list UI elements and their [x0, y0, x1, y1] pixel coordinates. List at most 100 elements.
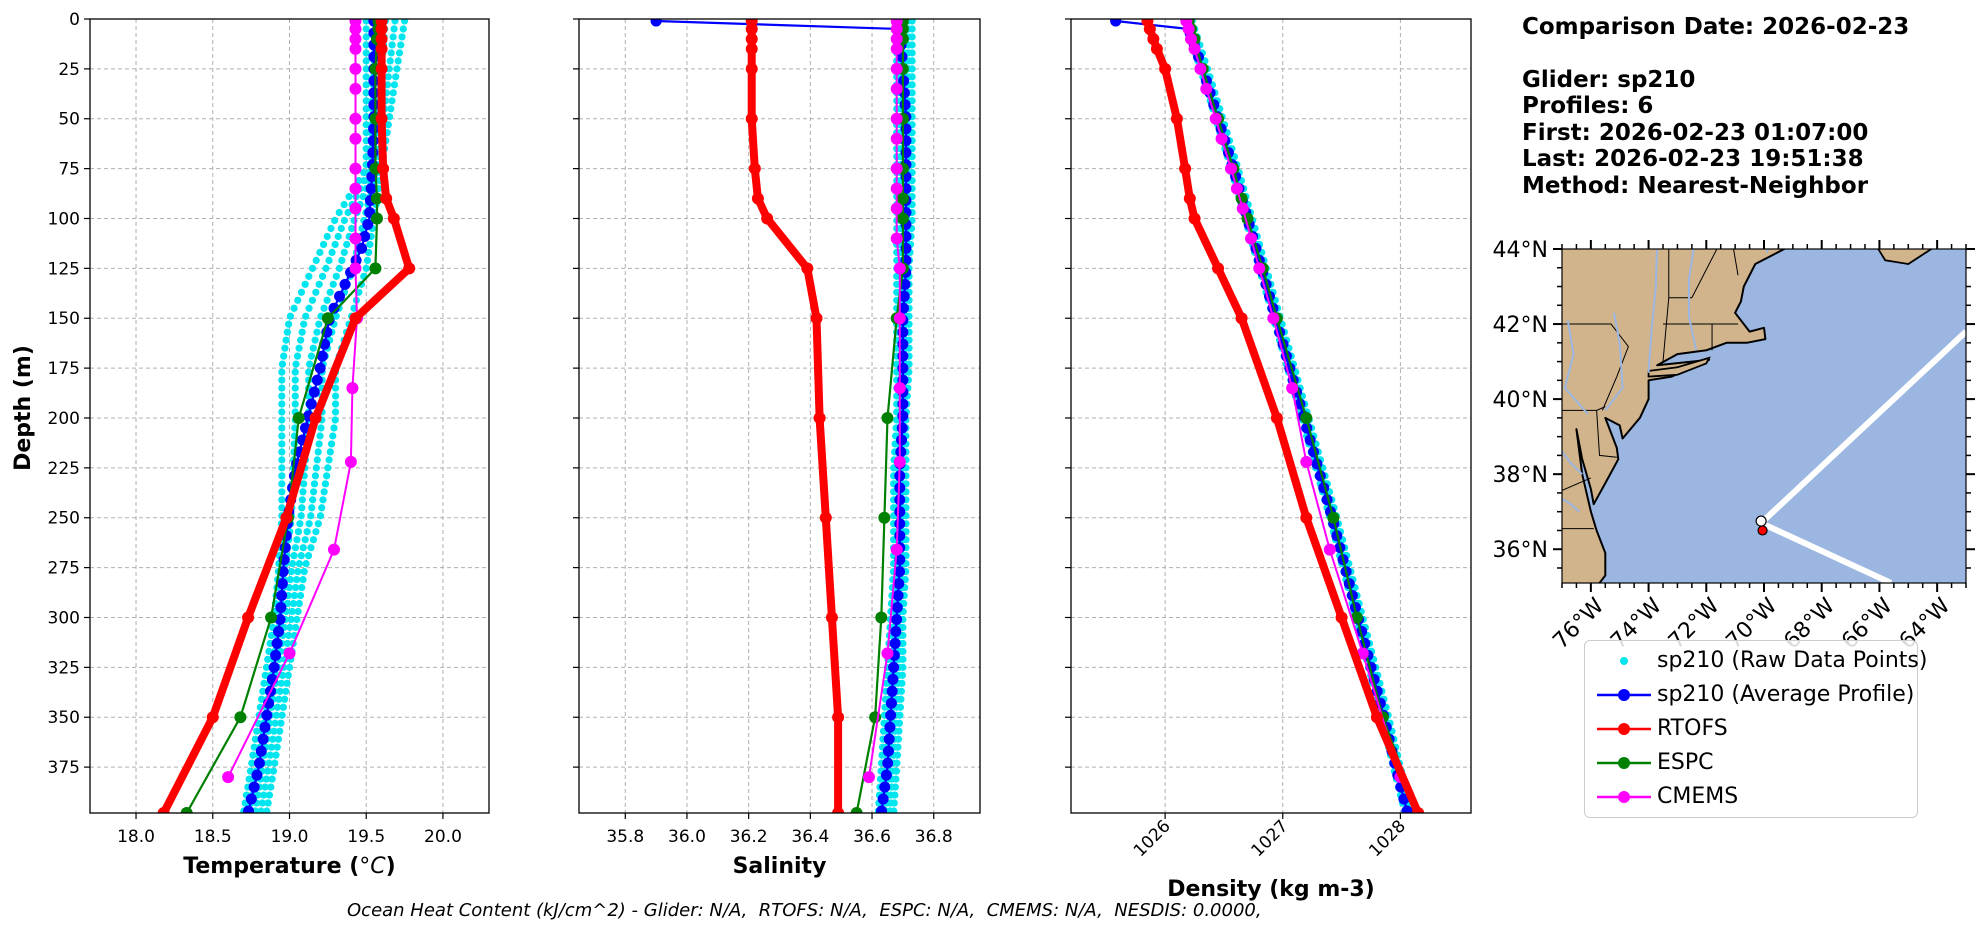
series-point-rtofs	[832, 711, 845, 724]
raw-point	[274, 735, 283, 743]
raw-point	[908, 33, 916, 41]
series-point-espc	[265, 611, 278, 624]
raw-point	[309, 488, 318, 496]
raw-point	[323, 232, 331, 241]
raw-point	[340, 248, 348, 257]
y-tick-label: 75	[58, 160, 80, 180]
series-point-glider	[894, 518, 906, 530]
series-point-cmems	[890, 543, 903, 556]
raw-point	[315, 440, 323, 448]
raw-point	[277, 719, 285, 727]
series-point-rtofs	[1188, 212, 1201, 225]
legend-item-cmems: CMEMS	[1585, 782, 1915, 812]
raw-point	[295, 599, 303, 608]
raw-point	[400, 19, 409, 25]
raw-point	[278, 384, 286, 392]
raw-point	[267, 743, 276, 751]
raw-point	[294, 607, 302, 616]
raw-point	[362, 121, 370, 129]
raw-point	[324, 464, 332, 472]
series-point-rtofs	[810, 312, 823, 325]
raw-point	[260, 679, 268, 687]
raw-point	[359, 192, 367, 201]
raw-point	[387, 105, 395, 113]
raw-point	[291, 544, 300, 552]
series-point-glider	[268, 661, 280, 673]
series-point-cmems	[346, 382, 359, 395]
raw-point	[304, 552, 313, 560]
raw-point	[395, 49, 404, 57]
raw-point	[292, 623, 300, 632]
raw-point	[891, 791, 899, 799]
raw-point	[320, 304, 328, 312]
series-point-rtofs	[1300, 511, 1313, 524]
raw-point	[331, 384, 340, 392]
raw-point	[257, 695, 266, 703]
raw-point	[387, 49, 395, 57]
series-point-glider	[270, 649, 282, 661]
x-tick-label: 36.4	[791, 827, 829, 847]
series-point-rtofs	[1170, 112, 1183, 125]
series-point-cmems	[893, 455, 906, 468]
raw-point	[274, 703, 282, 711]
raw-point	[319, 240, 328, 249]
map-lat-label: 36°N	[1493, 538, 1548, 563]
raw-point	[908, 57, 916, 65]
raw-point	[310, 480, 319, 488]
river-line	[1604, 312, 1624, 411]
series-point-rtofs	[375, 32, 388, 45]
raw-point	[307, 352, 316, 360]
raw-point	[388, 41, 396, 49]
raw-point	[362, 57, 370, 65]
series-point-rtofs	[375, 42, 388, 55]
series-point-glider	[885, 697, 897, 709]
raw-point	[283, 679, 291, 687]
river-line	[1647, 249, 1658, 373]
series-point-rtofs	[745, 62, 758, 75]
raw-point	[334, 232, 342, 241]
raw-point	[325, 256, 333, 264]
series-point-glider	[273, 625, 285, 637]
raw-point	[278, 488, 286, 496]
series-point-cmems	[893, 382, 906, 395]
raw-point	[307, 512, 315, 520]
raw-point	[384, 73, 392, 81]
series-point-rtofs	[761, 212, 774, 225]
x-tick-label: 36.2	[730, 827, 768, 847]
raw-point	[328, 248, 336, 257]
raw-point	[899, 655, 907, 663]
series-point-glider	[305, 398, 317, 410]
series-point-espc	[1327, 511, 1340, 524]
raw-point	[894, 735, 903, 743]
plot-area	[1110, 19, 1425, 813]
legend-label: sp210 (Raw Data Points)	[1657, 648, 1928, 673]
raw-point	[355, 176, 363, 185]
legend-marker-espc	[1597, 757, 1651, 769]
raw-point	[268, 775, 276, 783]
series-point-espc	[850, 807, 863, 813]
raw-point	[257, 807, 265, 813]
series-point-cmems	[1225, 162, 1237, 175]
series-point-rtofs	[745, 42, 758, 55]
series-point-glider	[891, 613, 903, 625]
series-point-cmems	[893, 262, 906, 275]
x-tick-label: 1028	[1365, 816, 1410, 861]
y-tick-label: 300	[48, 608, 80, 628]
raw-point	[278, 671, 287, 679]
raw-point	[331, 408, 340, 416]
raw-point	[315, 320, 323, 328]
raw-point	[297, 512, 305, 520]
series-point-glider	[888, 661, 900, 673]
x-tick-label: 1027	[1248, 816, 1293, 861]
raw-point	[289, 599, 297, 608]
model-position-marker	[1757, 525, 1768, 536]
series-line-cmems	[227, 21, 358, 778]
raw-point	[276, 687, 284, 695]
raw-point	[278, 448, 286, 456]
series-point-glider	[334, 290, 346, 302]
y-tick-label: 325	[48, 658, 80, 678]
raw-point	[331, 216, 339, 225]
y-tick-label: 375	[48, 758, 80, 778]
y-tick-label: 0	[69, 10, 80, 30]
series-point-glider	[248, 781, 260, 793]
